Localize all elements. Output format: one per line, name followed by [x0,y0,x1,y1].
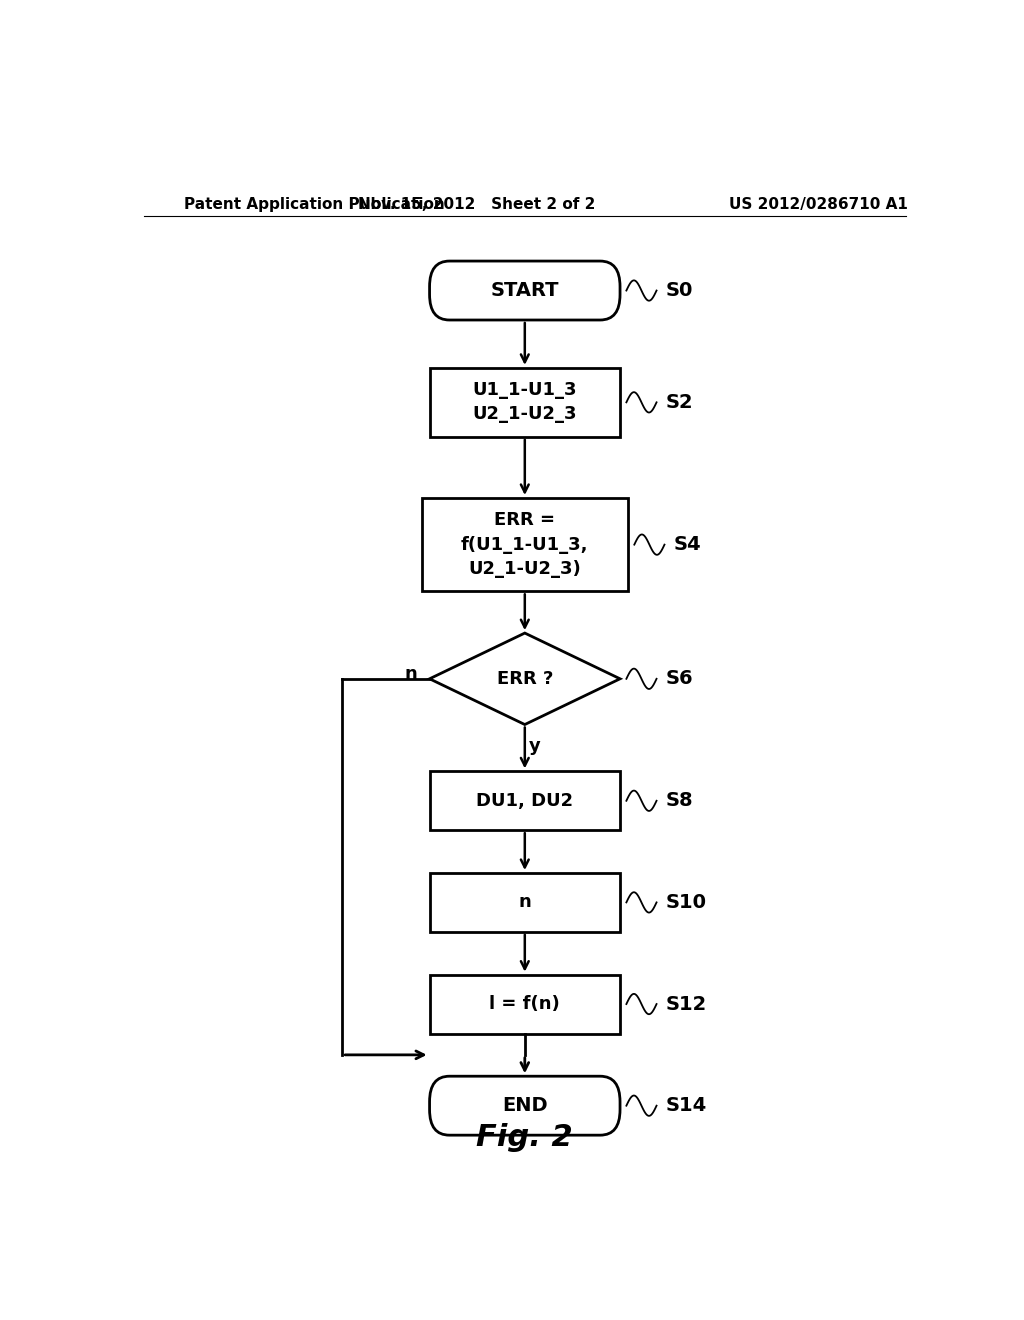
Text: n: n [404,665,418,682]
Bar [430,974,621,1034]
Text: DU1, DU2: DU1, DU2 [476,792,573,809]
Text: Fig. 2: Fig. 2 [476,1123,573,1152]
Text: S12: S12 [666,994,708,1014]
Text: END: END [502,1096,548,1115]
Text: Nov. 15, 2012   Sheet 2 of 2: Nov. 15, 2012 Sheet 2 of 2 [358,197,596,211]
FancyBboxPatch shape [430,1076,620,1135]
Bar [422,498,628,591]
Bar [430,873,621,932]
Text: ERR =
f(U1_1-U1_3,
U2_1-U2_3): ERR = f(U1_1-U1_3, U2_1-U2_3) [461,511,589,578]
Text: U1_1-U1_3
U2_1-U2_3: U1_1-U1_3 U2_1-U2_3 [472,381,578,424]
Text: S10: S10 [666,892,707,912]
Text: S14: S14 [666,1096,708,1115]
Text: START: START [490,281,559,300]
Text: S8: S8 [666,791,693,810]
Bar [430,771,621,830]
Text: n: n [518,894,531,911]
Polygon shape [430,634,620,725]
Text: S2: S2 [666,393,693,412]
Text: ERR ?: ERR ? [497,669,553,688]
Text: S0: S0 [666,281,693,300]
Text: Patent Application Publication: Patent Application Publication [183,197,444,211]
Text: S6: S6 [666,669,693,688]
Text: US 2012/0286710 A1: US 2012/0286710 A1 [729,197,908,211]
Text: S4: S4 [674,535,701,554]
FancyBboxPatch shape [430,261,620,319]
Text: y: y [528,737,541,755]
Text: l = f(n): l = f(n) [489,995,560,1012]
Bar [430,368,621,437]
